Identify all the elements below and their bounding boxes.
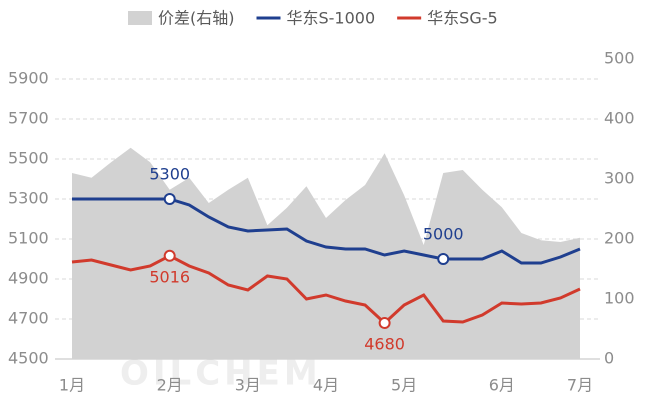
x-tick-label: 1月 [59,376,85,395]
point-marker [378,317,391,329]
y2-tick-label: 500 [604,49,635,68]
y-tick-label: 4700 [8,309,49,328]
y2-tick-label: 0 [604,349,614,368]
data-label: 4680 [364,335,405,354]
data-label: 5016 [149,267,190,286]
x-tick-label: 2月 [157,376,183,395]
data-label: 5000 [423,225,464,244]
y-tick-label: 5300 [8,189,49,208]
y-tick-label: 5700 [8,109,49,128]
x-tick-label: 3月 [235,376,261,395]
price-line [72,197,581,265]
y-tick-label: 4500 [8,349,49,368]
point-marker [163,249,176,262]
legend-swatch [128,11,152,25]
price-line [71,254,581,326]
point-marker [437,253,450,265]
point-marker [163,193,176,205]
y-tick-label: 4900 [8,269,49,288]
y2-tick-label: 200 [604,229,635,248]
y-tick-label: 5100 [8,229,49,248]
y2-tick-label: 400 [604,109,635,128]
legend-label: 华东S-1000 [287,9,376,28]
x-tick-label: 5月 [391,376,417,395]
legend-label: 价差(右轴) [158,9,235,28]
x-tick-label: 7月 [567,376,593,395]
y-tick-label: 5900 [8,69,49,88]
y-tick-label: 5500 [8,149,49,168]
legend-label: 华东SG-5 [427,9,498,28]
x-tick-label: 4月 [313,376,339,395]
data-label: 5300 [149,165,190,184]
y2-tick-label: 100 [604,289,635,308]
x-tick-label: 6月 [489,376,515,395]
spread-area [72,147,580,359]
watermark: OILCHEM [120,354,322,394]
y2-tick-label: 300 [604,169,635,188]
